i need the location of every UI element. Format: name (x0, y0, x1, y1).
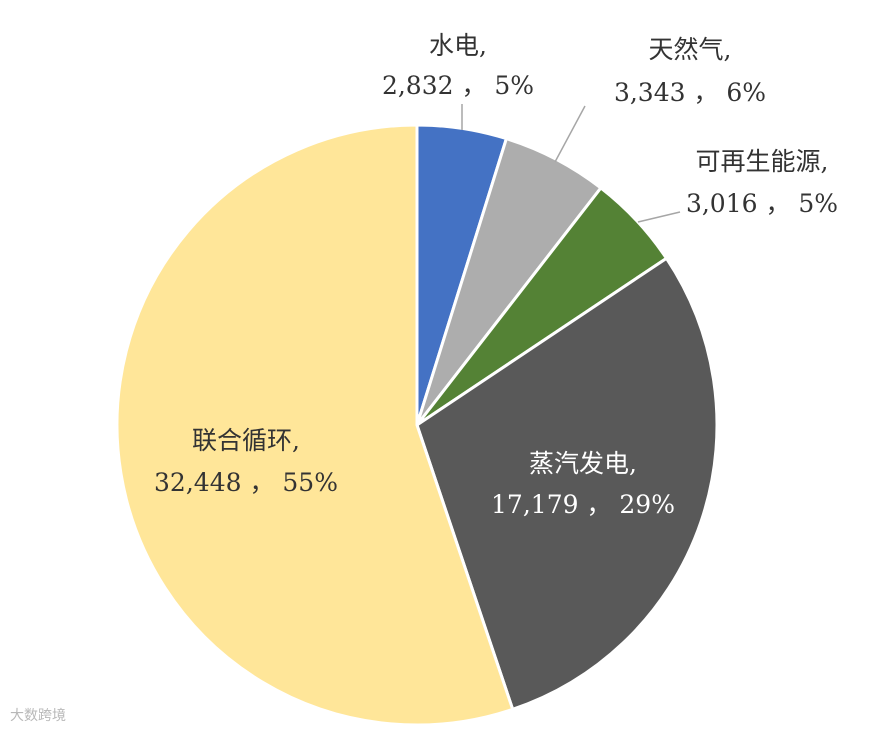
data-label-value-renewables: 3,016 ， 5% (686, 189, 838, 218)
leader-line-natural-gas (554, 105, 586, 163)
data-label-value-natural-gas: 3,343 ， 6% (614, 78, 766, 107)
data-label-name-combined-cycle: 联合循环, (192, 426, 300, 455)
data-label-name-renewables: 可再生能源, (696, 147, 829, 176)
data-label-value-combined-cycle: 32,448 ， 55% (154, 468, 338, 497)
data-label-name-natural-gas: 天然气, (649, 35, 732, 64)
watermark-text: 大数跨境 (10, 708, 66, 724)
data-label-value-hydro: 2,832 ， 5% (382, 71, 534, 100)
pie-slice-combined-cycle (115, 123, 515, 727)
data-label-name-steam: 蒸汽发电, (529, 449, 637, 478)
leader-line-renewables (637, 211, 681, 223)
data-label-name-hydro: 水电, (429, 31, 487, 60)
data-label-value-steam: 17,179 ， 29% (491, 490, 675, 519)
watermark-logo: 大数跨境 (10, 705, 66, 725)
pie-slice-steam (415, 256, 719, 712)
